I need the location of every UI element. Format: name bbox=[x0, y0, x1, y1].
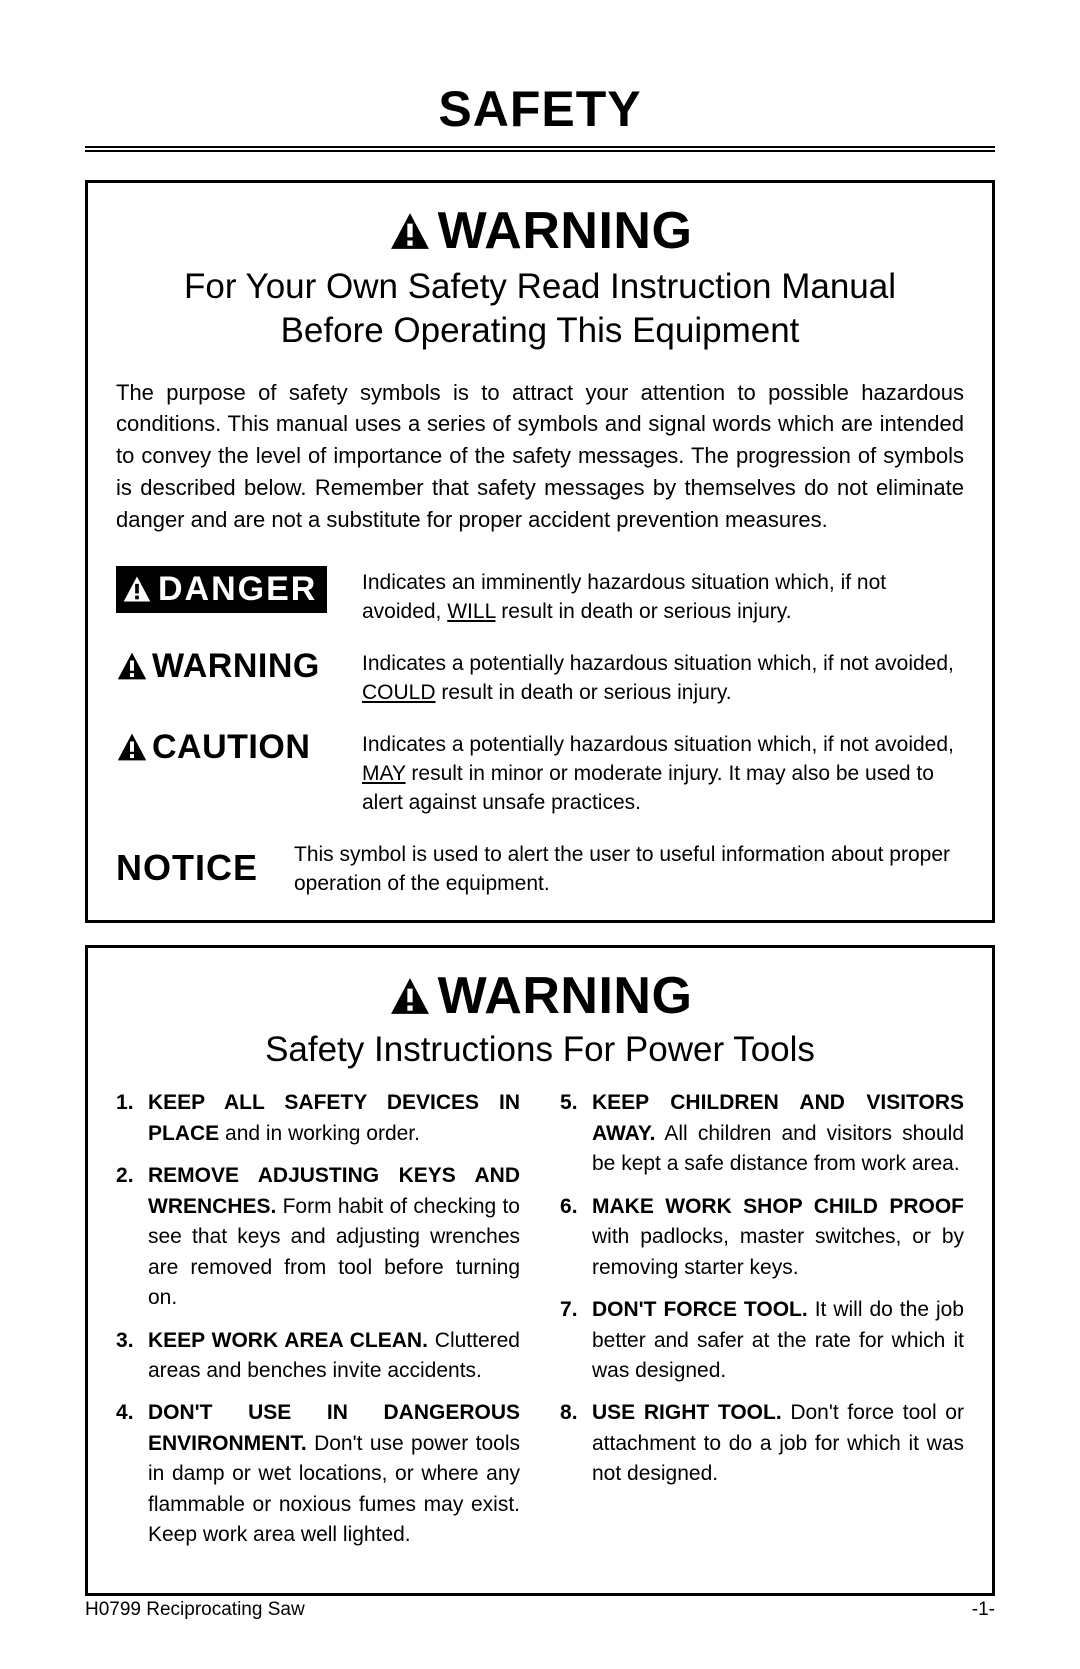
rule-lead: USE RIGHT TOOL. bbox=[592, 1401, 782, 1424]
rule-item: KEEP CHILDREN AND VISITORS AWAY. All chi… bbox=[560, 1088, 964, 1179]
rule-item: DON'T USE IN DANGEROUS ENVIRONMENT. Don'… bbox=[116, 1398, 520, 1550]
caution-label-text: CAUTION bbox=[152, 728, 310, 767]
warning-alert-icon bbox=[388, 211, 432, 251]
rule-item: KEEP WORK AREA CLEAN. Cluttered areas an… bbox=[116, 1326, 520, 1387]
footer-left: H0799 Reciprocating Saw bbox=[85, 1599, 305, 1621]
box2-subtitle: Safety Instructions For Power Tools bbox=[116, 1030, 964, 1070]
safety-overview-box: WARNING For Your Own Safety Read Instruc… bbox=[85, 180, 995, 923]
warning-row-alert-icon bbox=[116, 651, 148, 681]
rule-item: MAKE WORK SHOP CHILD PROOF with padlocks… bbox=[560, 1192, 964, 1283]
box1-subtitle: For Your Own Safety Read Instruction Man… bbox=[116, 265, 964, 353]
danger-label-text: DANGER bbox=[158, 570, 317, 609]
rules-columns: KEEP ALL SAFETY DEVICES IN PLACE and in … bbox=[116, 1088, 964, 1562]
rule-rest: with padlocks, master switches, or by re… bbox=[592, 1225, 964, 1278]
footer-right: -1- bbox=[972, 1599, 995, 1621]
warning-label-wrap: WARNING bbox=[116, 647, 344, 686]
intro-paragraph: The purpose of safety symbols is to attr… bbox=[116, 377, 964, 536]
caution-desc-post: result in minor or moderate injury. It m… bbox=[362, 762, 934, 814]
danger-desc-key: WILL bbox=[447, 600, 495, 623]
caution-alert-icon bbox=[116, 732, 148, 762]
warning-label-text: WARNING bbox=[152, 647, 320, 686]
warning-desc-key: COULD bbox=[362, 681, 436, 704]
danger-desc-post: result in death or serious injury. bbox=[495, 600, 791, 623]
warning-header: WARNING bbox=[116, 201, 964, 261]
rule-lead: KEEP WORK AREA CLEAN. bbox=[148, 1329, 428, 1352]
symbol-row-danger: DANGER Indicates an imminently hazardous… bbox=[116, 566, 964, 627]
rule-item: DON'T FORCE TOOL. It will do the job bet… bbox=[560, 1295, 964, 1386]
warning-desc-pre: Indicates a potentially hazardous situat… bbox=[362, 652, 954, 675]
page-title: SAFETY bbox=[85, 80, 995, 146]
caution-desc-key: MAY bbox=[362, 762, 406, 785]
box2-warning-word: WARNING bbox=[438, 966, 693, 1026]
power-tools-box: WARNING Safety Instructions For Power To… bbox=[85, 945, 995, 1595]
rule-lead: MAKE WORK SHOP CHILD PROOF bbox=[592, 1195, 964, 1218]
notice-label-text: NOTICE bbox=[116, 847, 258, 889]
rule-item: USE RIGHT TOOL. Don't force tool or atta… bbox=[560, 1398, 964, 1489]
symbol-row-warning: WARNING Indicates a potentially hazardou… bbox=[116, 647, 964, 708]
danger-alert-icon bbox=[122, 575, 152, 603]
subtitle-line1: For Your Own Safety Read Instruction Man… bbox=[184, 267, 896, 306]
warning-word: WARNING bbox=[438, 201, 693, 261]
page-footer: H0799 Reciprocating Saw -1- bbox=[85, 1599, 995, 1621]
title-double-rule bbox=[85, 146, 995, 152]
warning-desc-post: result in death or serious injury. bbox=[436, 681, 732, 704]
rules-col-left: KEEP ALL SAFETY DEVICES IN PLACE and in … bbox=[116, 1088, 520, 1562]
box2-warning-header: WARNING bbox=[116, 966, 964, 1026]
notice-desc: This symbol is used to alert the user to… bbox=[294, 838, 964, 899]
danger-desc: Indicates an imminently hazardous situat… bbox=[362, 566, 964, 627]
rules-col-right: KEEP CHILDREN AND VISITORS AWAY. All chi… bbox=[560, 1088, 964, 1562]
rule-item: KEEP ALL SAFETY DEVICES IN PLACE and in … bbox=[116, 1088, 520, 1149]
caution-label-wrap: CAUTION bbox=[116, 728, 344, 767]
caution-desc-pre: Indicates a potentially hazardous situat… bbox=[362, 733, 954, 756]
rule-rest: and in working order. bbox=[219, 1122, 420, 1145]
danger-label-wrap: DANGER bbox=[116, 566, 344, 613]
symbol-row-notice: NOTICE This symbol is used to alert the … bbox=[116, 838, 964, 899]
notice-label-wrap: NOTICE bbox=[116, 847, 276, 889]
warning-desc: Indicates a potentially hazardous situat… bbox=[362, 647, 964, 708]
box2-warning-alert-icon bbox=[388, 976, 432, 1016]
rule-lead: DON'T FORCE TOOL. bbox=[592, 1298, 808, 1321]
caution-desc: Indicates a potentially hazardous situat… bbox=[362, 728, 964, 818]
subtitle-line2: Before Operating This Equipment bbox=[281, 311, 800, 350]
symbol-row-caution: CAUTION Indicates a potentially hazardou… bbox=[116, 728, 964, 818]
rule-item: REMOVE ADJUSTING KEYS AND WRENCHES. Form… bbox=[116, 1161, 520, 1313]
